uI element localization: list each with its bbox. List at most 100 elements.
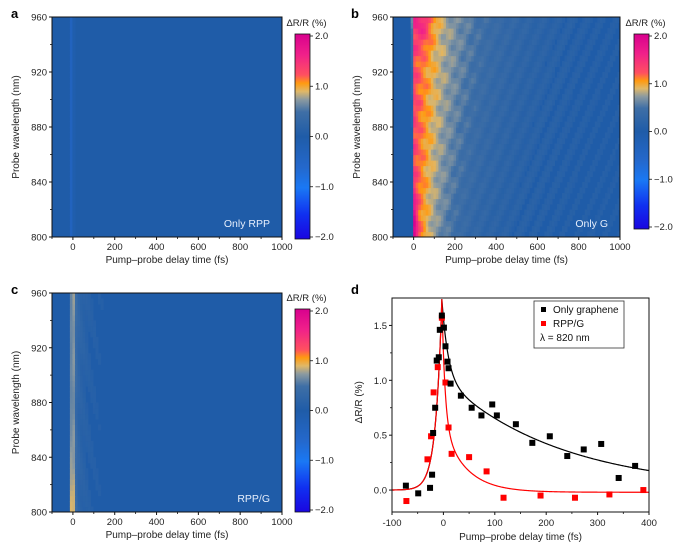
heatmap-cell [594, 193, 598, 200]
heatmap-cell [541, 215, 545, 222]
heatmap-cell [443, 94, 447, 101]
heatmap-cell [77, 495, 81, 502]
heatmap-cell [569, 116, 573, 123]
heatmap-cell [551, 50, 556, 57]
heatmap-cell [448, 28, 452, 35]
heatmap-cell [72, 293, 76, 300]
heatmap-cell [607, 99, 611, 106]
heatmap-cell [463, 28, 467, 35]
heatmap-cell [524, 182, 528, 189]
heatmap-cell [496, 220, 500, 227]
heatmap-cell [478, 17, 482, 24]
heatmap-cell [509, 105, 513, 112]
heatmap-cell [506, 165, 510, 172]
heatmap-cell [456, 182, 460, 189]
heatmap-cell [481, 138, 485, 145]
legend-marker [541, 307, 546, 312]
heatmap-cell [461, 50, 465, 57]
heatmap-cell [471, 44, 475, 51]
heatmap-cell [574, 77, 578, 84]
heatmap-cell [556, 55, 561, 62]
heatmap-cell [435, 165, 439, 172]
heatmap-cell [456, 204, 460, 211]
heatmap-cell [521, 105, 525, 112]
heatmap-cell [77, 424, 81, 431]
heatmap-cell [519, 99, 523, 106]
heatmap-cell [572, 17, 576, 24]
heatmap-cell [491, 193, 495, 200]
heatmap-cell [458, 72, 462, 79]
heatmap-cell [564, 160, 568, 167]
heatmap-cell [534, 121, 538, 128]
heatmap-panel-b: 0 200 400 600 800 1000800840880920960Pump–pro… [352, 13, 673, 267]
heatmap-cell [433, 28, 437, 35]
heatmap-cell [534, 39, 538, 46]
heatmap-cell [80, 484, 84, 491]
heatmap-cell [438, 121, 442, 128]
heatmap-cell [415, 182, 419, 189]
heatmap-cell [435, 209, 439, 216]
heatmap-cell [559, 198, 563, 205]
heatmap-cell [473, 176, 477, 183]
heatmap-cell [524, 220, 528, 227]
heatmap-cell [471, 198, 475, 205]
heatmap-cell [428, 105, 432, 112]
heatmap-cell [423, 226, 427, 233]
heatmap-cell [473, 204, 477, 211]
heatmap-cell [90, 457, 94, 464]
heatmap-cell [418, 209, 422, 216]
heatmap-cell [458, 171, 462, 178]
heatmap-cell [473, 77, 477, 84]
heatmap-cell [514, 99, 518, 106]
heatmap-cell [77, 353, 81, 360]
heatmap-cell [458, 44, 462, 51]
heatmap-cell [509, 77, 513, 84]
heatmap-cell [445, 215, 450, 222]
heatmap-cell [486, 66, 490, 73]
heatmap-cell [87, 451, 91, 458]
heatmap-cell [473, 28, 477, 35]
heatmap-cell [546, 33, 550, 40]
heatmap-cell [503, 226, 508, 233]
heatmap-cell [481, 143, 485, 150]
heatmap-cell [491, 22, 495, 29]
heatmap-cell [503, 121, 508, 128]
heatmap-cell [85, 468, 89, 475]
heatmap-cell [420, 231, 424, 237]
heatmap-cell [498, 121, 503, 128]
heatmap-cell [534, 154, 538, 161]
heatmap-cell [468, 215, 472, 222]
heatmap-cell [536, 17, 540, 24]
heatmap-cell [604, 132, 608, 139]
heatmap-cell [604, 171, 608, 178]
heatmap-cell [418, 99, 422, 106]
heatmap-cell [577, 127, 581, 134]
heatmap-cell [481, 132, 485, 139]
heatmap-cell [529, 182, 533, 189]
heatmap-cell [486, 83, 490, 90]
heatmap-cell [506, 83, 510, 90]
heatmap-cell [493, 55, 498, 62]
heatmap-cell [526, 154, 530, 161]
heatmap-cell [609, 88, 614, 95]
heatmap-cell [519, 121, 523, 128]
heatmap-cell [511, 154, 515, 161]
heatmap-cell [511, 132, 515, 139]
heatmap-cell [451, 22, 455, 29]
x-tick-label: 200 [447, 242, 463, 253]
heatmap-cell [602, 77, 606, 84]
heatmap-cell [587, 231, 591, 237]
heatmap-cell [493, 154, 498, 161]
heatmap-cell [90, 446, 94, 453]
heatmap-cell [481, 72, 485, 79]
heatmap-cell [433, 127, 437, 134]
heatmap-cell [420, 66, 424, 73]
heatmap-cell [98, 484, 102, 491]
y-tick-label: 920 [31, 68, 47, 79]
heatmap-cell [493, 105, 498, 112]
heatmap-cell [87, 495, 91, 502]
heatmap-cell [551, 187, 556, 194]
heatmap-cell [443, 198, 447, 205]
heatmap-cell [69, 110, 74, 117]
heatmap-cell [410, 22, 414, 29]
